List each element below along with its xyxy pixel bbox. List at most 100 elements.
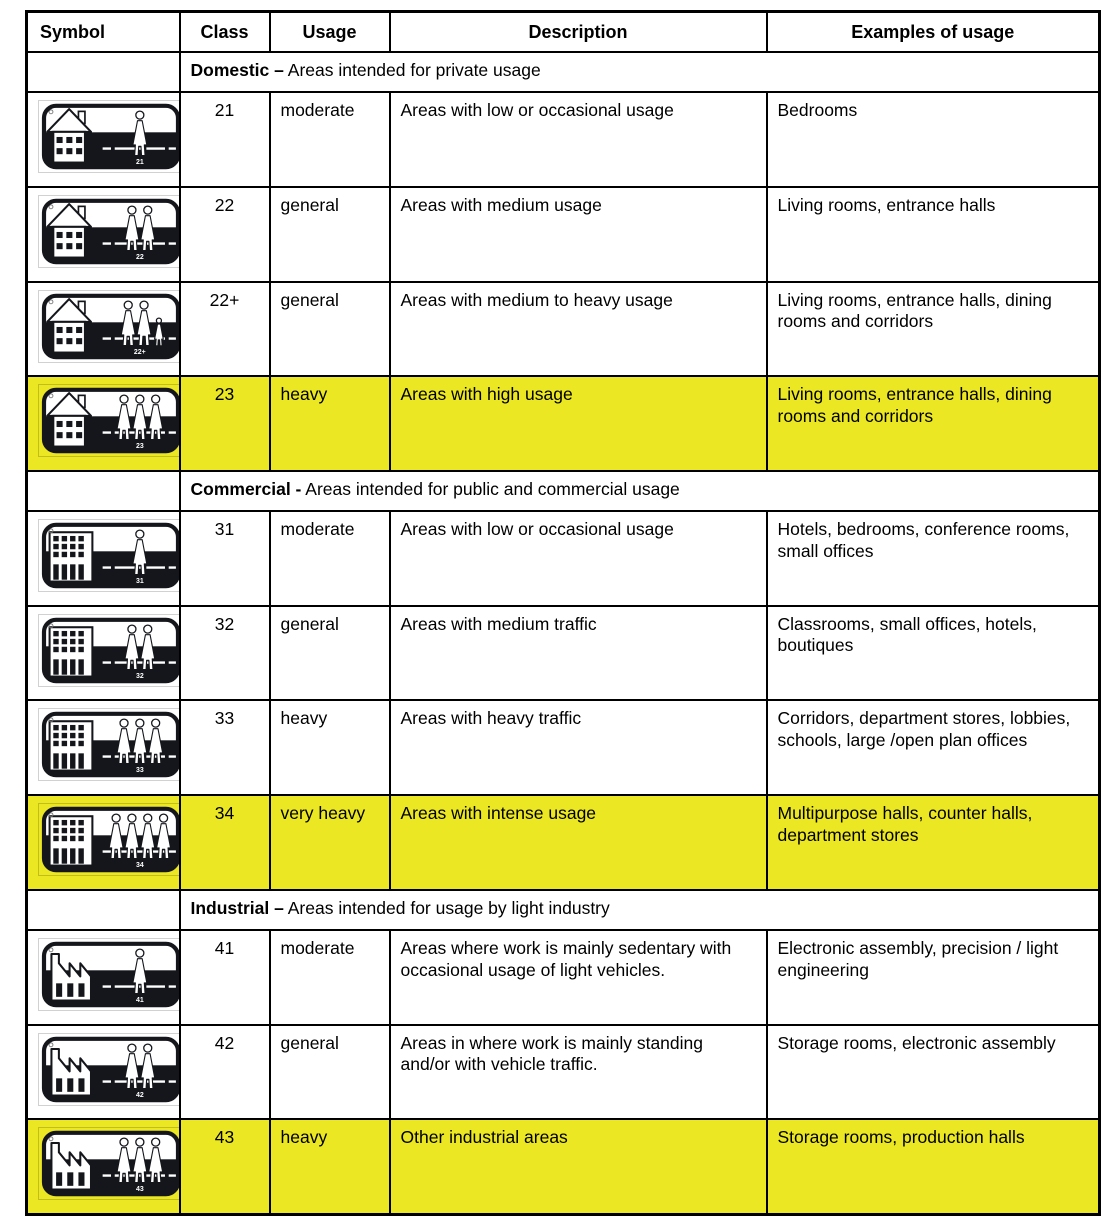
symbol-pictogram-frame: 34 xyxy=(38,803,178,877)
section-symbol-empty-cell xyxy=(25,888,181,931)
usage-class-table: Symbol Class Usage Description Examples of u… xyxy=(25,10,1101,1216)
registered-mark-icon xyxy=(48,528,54,534)
class-number-label: 22 xyxy=(136,254,144,261)
examples-cell: Living rooms, entrance halls, dining roo… xyxy=(765,375,1101,473)
class-cell: 23 xyxy=(178,375,271,473)
class-41-pictogram: 41 xyxy=(41,941,178,1008)
class-cell: 31 xyxy=(178,510,271,607)
description-cell: Areas with heavy traffic xyxy=(388,699,768,797)
class-cell: 33 xyxy=(178,699,271,797)
section-title: Commercial - Areas intended for public a… xyxy=(178,470,1101,513)
class-row-42: 42 42 general Areas in where work is mainl… xyxy=(25,1023,1101,1121)
class-number-label: 33 xyxy=(136,767,144,774)
class-number-label: 21 xyxy=(136,159,144,166)
registered-mark-icon xyxy=(48,812,54,818)
usage-cell: heavy xyxy=(268,375,391,473)
symbol-cell: 32 xyxy=(25,604,181,702)
symbol-pictogram-frame: 33 xyxy=(38,708,178,782)
class-row-43: 43 43 heavy Other industrial areas Storage … xyxy=(25,1118,1101,1216)
column-header-examples-of-usage: Examples of usage xyxy=(765,10,1101,54)
class-cell: 42 xyxy=(178,1023,271,1121)
class-row-22+: 22+ 22+ general Areas with medium to heavy… xyxy=(25,280,1101,378)
class-row-41: 41 41 moderate Areas where work is mainly … xyxy=(25,928,1101,1026)
usage-cell: moderate xyxy=(268,928,391,1026)
office-building-icon xyxy=(48,625,94,678)
person-icons xyxy=(132,948,148,994)
section-title: Industrial – Areas intended for usage by… xyxy=(178,888,1101,931)
symbol-cell: 22+ xyxy=(25,280,181,378)
person-icons xyxy=(116,718,164,765)
symbol-pictogram-frame: 41 xyxy=(38,937,178,1011)
description-cell: Areas with intense usage xyxy=(388,794,768,891)
person-icons xyxy=(124,624,156,670)
symbol-pictogram-frame: 22 xyxy=(38,195,178,268)
class-cell: 43 xyxy=(178,1118,271,1216)
class-cell: 34 xyxy=(178,794,271,891)
column-header-symbol: Symbol xyxy=(25,10,181,54)
symbol-cell: 33 xyxy=(25,699,181,797)
registered-mark-icon xyxy=(48,299,54,304)
examples-cell: Living rooms, entrance halls xyxy=(765,186,1101,283)
class-row-33: 33 33 heavy Areas with heavy traffic Corrid… xyxy=(25,699,1101,797)
symbol-pictogram-frame: 32 xyxy=(38,613,178,687)
usage-cell: general xyxy=(268,1023,391,1121)
class-number-label: 32 xyxy=(136,673,144,680)
description-cell: Areas with low or occasional usage xyxy=(388,91,768,188)
symbol-pictogram-frame: 31 xyxy=(38,519,178,593)
class-cell: 32 xyxy=(178,604,271,702)
symbol-pictogram-frame: 42 xyxy=(38,1032,178,1106)
factory-icon xyxy=(50,952,93,1002)
symbol-cell: 31 xyxy=(25,510,181,607)
examples-cell: Bedrooms xyxy=(765,91,1101,188)
symbol-cell: 22 xyxy=(25,186,181,283)
symbol-cell: 42 xyxy=(25,1023,181,1121)
house-icon xyxy=(46,392,93,448)
examples-cell: Corridors, department stores, lobbies, s… xyxy=(765,699,1101,797)
description-cell: Areas in where work is mainly standing a… xyxy=(388,1023,768,1121)
class-34-pictogram: 34 xyxy=(41,806,178,873)
registered-mark-icon xyxy=(48,623,54,629)
examples-cell: Electronic assembly, precision / light e… xyxy=(765,928,1101,1026)
office-building-icon xyxy=(48,531,94,583)
class-33-pictogram: 33 xyxy=(41,712,178,778)
registered-mark-icon xyxy=(48,204,54,210)
class-row-32: 32 32 general Areas with medium traffic Cla… xyxy=(25,604,1101,702)
section-header-row: Commercial - Areas intended for public a… xyxy=(25,470,1101,513)
symbol-cell: 41 xyxy=(25,928,181,1026)
usage-cell: general xyxy=(268,280,391,378)
column-header-usage: Usage xyxy=(268,10,391,54)
usage-class-table-wrap: Symbol Class Usage Description Examples of u… xyxy=(25,10,1101,1216)
office-building-icon xyxy=(48,720,94,773)
table-header-row: Symbol Class Usage Description Examples of u… xyxy=(25,10,1101,54)
class-row-31: 31 31 moderate Areas with low or occasiona… xyxy=(25,510,1101,607)
symbol-cell: 21 xyxy=(25,91,181,188)
house-icon xyxy=(46,297,93,354)
person-icons xyxy=(124,205,156,252)
class-21-pictogram: 21 xyxy=(41,104,178,170)
person-icons xyxy=(116,394,164,441)
usage-cell: very heavy xyxy=(268,794,391,891)
class-23-pictogram: 23 xyxy=(41,388,178,454)
class-43-pictogram: 43 xyxy=(41,1130,178,1197)
registered-mark-icon xyxy=(48,717,54,723)
description-cell: Areas with medium traffic xyxy=(388,604,768,702)
symbol-pictogram-frame: 23 xyxy=(38,384,178,458)
description-cell: Areas with low or occasional usage xyxy=(388,510,768,607)
class-42-pictogram: 42 xyxy=(41,1036,178,1102)
class-number-label: 22+ xyxy=(134,349,146,356)
class-number-label: 41 xyxy=(136,997,144,1004)
usage-cell: general xyxy=(268,604,391,702)
section-title: Domestic – Areas intended for private us… xyxy=(178,51,1101,94)
description-cell: Other industrial areas xyxy=(388,1118,768,1216)
person-icons xyxy=(132,110,148,157)
class-row-21: 21 21 moderate Areas with low or occasiona… xyxy=(25,91,1101,188)
class-cell: 22 xyxy=(178,186,271,283)
symbol-pictogram-frame: 43 xyxy=(38,1127,178,1201)
symbol-cell: 43 xyxy=(25,1118,181,1216)
symbol-pictogram-frame: 21 xyxy=(38,100,178,174)
person-icons xyxy=(120,300,164,347)
usage-cell: heavy xyxy=(268,1118,391,1216)
usage-cell: moderate xyxy=(268,91,391,188)
description-cell: Areas with medium to heavy usage xyxy=(388,280,768,378)
house-icon xyxy=(46,108,93,164)
